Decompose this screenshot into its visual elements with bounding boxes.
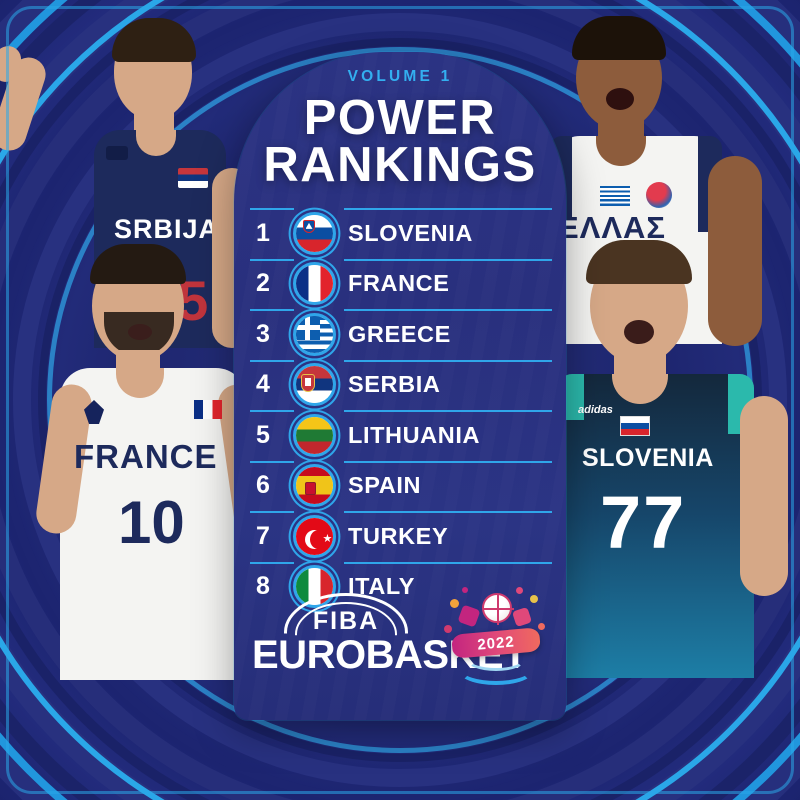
ranking-row: 1 SLOVENIA	[240, 208, 560, 259]
title-line-2: RANKINGS	[263, 138, 537, 193]
rank-number: 2	[256, 269, 270, 298]
row-separator-right	[344, 208, 552, 211]
rank-number: 5	[256, 420, 270, 449]
eurobasket-2022-emblem-icon: 2022	[444, 585, 548, 689]
flag-slovenia	[286, 211, 342, 255]
flag-spain	[286, 464, 342, 508]
flag-ring	[292, 262, 336, 306]
event-logo: FIBA EUROBASKET 2022	[234, 574, 566, 694]
row-separator-right	[344, 309, 552, 312]
ranking-row: 2 FRANCE	[240, 258, 560, 310]
title-line-1: POWER	[303, 91, 497, 145]
row-separator-right	[344, 561, 552, 564]
ranking-row: 7 ★ TURKEY	[240, 511, 560, 562]
flag-ring: ★	[292, 514, 336, 558]
country-name: SERBIA	[348, 371, 441, 398]
flag-turkey: ★	[286, 514, 342, 558]
row-separator-left	[250, 460, 294, 463]
ranking-row: 6 SPAIN	[240, 460, 560, 512]
country-name: LITHUANIA	[348, 421, 481, 448]
rank-number: 3	[256, 319, 270, 348]
flag-ring	[292, 464, 336, 508]
country-name: TURKEY	[348, 522, 449, 549]
rank-number: 6	[256, 471, 270, 500]
row-separator-right	[344, 410, 552, 413]
page-title: POWER RANKINGS	[234, 91, 566, 193]
row-separator-left	[250, 511, 294, 514]
rank-number: 4	[256, 370, 270, 399]
flag-ring	[292, 312, 336, 356]
flag-serbia	[286, 363, 342, 407]
rankings-list: 1 SLOVENIA 2 FRANCE 3 GREECE 4 SERBIA 5 LITHUANIA…	[234, 208, 566, 612]
row-separator-right	[344, 511, 552, 514]
fiba-arc-icon: FIBA	[284, 593, 408, 637]
flag-lithuania	[286, 413, 342, 457]
outer-frame	[6, 6, 794, 794]
flag-ring	[292, 363, 336, 407]
rank-number: 8	[256, 572, 270, 601]
row-separator-right	[344, 460, 552, 463]
ranking-row: 3 GREECE	[240, 309, 560, 360]
volume-label: VOLUME 1	[347, 68, 453, 85]
rankings-panel: VOLUME 1 POWER RANKINGS 1 SLOVENIA 2 FRANCE…	[234, 52, 566, 720]
row-separator-left	[250, 410, 294, 413]
row-separator-left	[250, 208, 294, 211]
country-name: SLOVENIA	[348, 219, 473, 246]
fiba-wordmark: FIBA EUROBASKET	[252, 593, 528, 677]
flag-ring	[292, 211, 336, 255]
flag-greece	[286, 312, 342, 356]
row-separator-left	[250, 561, 294, 564]
ranking-row: 5 LITHUANIA	[240, 410, 560, 461]
eurobasket-label: EUROBASKET	[252, 633, 528, 677]
row-separator-left	[250, 359, 294, 362]
rank-number: 7	[256, 521, 270, 550]
basketball-icon	[482, 593, 514, 625]
country-name: GREECE	[348, 320, 451, 347]
row-separator-right	[344, 359, 552, 362]
rank-number: 1	[256, 218, 270, 247]
row-separator-left	[250, 258, 294, 261]
country-name: FRANCE	[348, 270, 450, 297]
flag-ring	[292, 413, 336, 457]
ranking-row: 4 SERBIA	[240, 359, 560, 411]
fiba-label: FIBA	[312, 607, 380, 635]
ranking-row: 8 ITALY	[240, 561, 560, 613]
row-separator-right	[344, 258, 552, 261]
row-separator-left	[250, 309, 294, 312]
country-name: SPAIN	[348, 472, 422, 499]
flag-france	[286, 262, 342, 306]
